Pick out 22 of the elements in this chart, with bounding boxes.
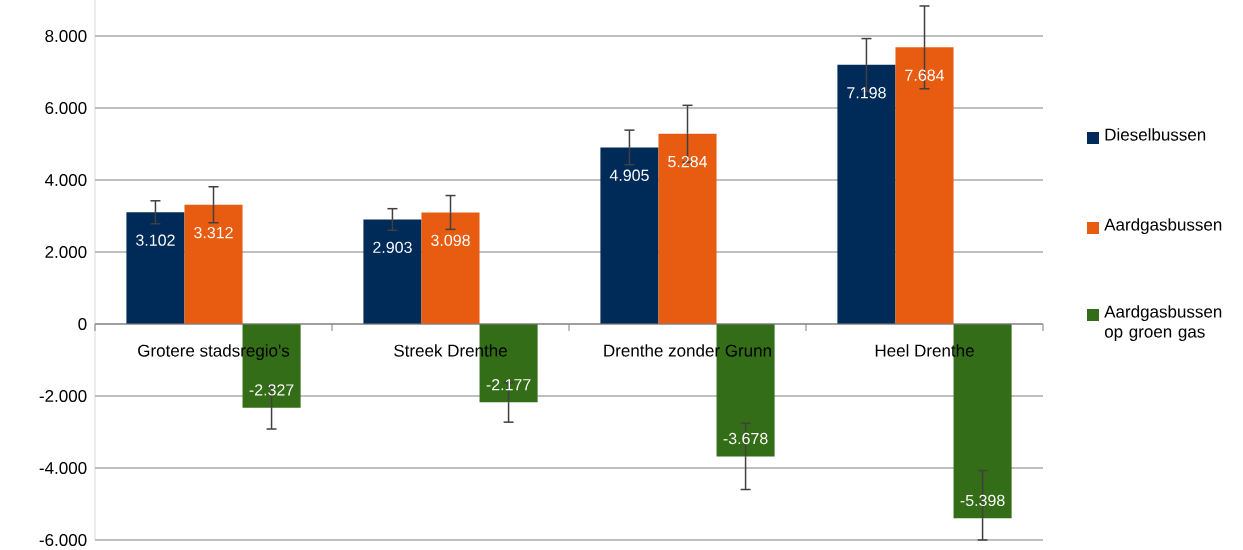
y-tick-label: 6.000 [45, 101, 87, 115]
data-label: 4.905 [609, 169, 649, 181]
data-label: 3.102 [136, 234, 175, 246]
y-tick-label: 8.000 [45, 29, 87, 43]
legend-label: Dieselbussen [1105, 128, 1206, 141]
data-label: -2.327 [249, 384, 294, 396]
y-tick-label: 4.000 [44, 173, 87, 187]
y-tick-label: -4.000 [39, 461, 87, 475]
y-tick-label: -2.000 [39, 389, 87, 403]
data-label: -5.398 [960, 494, 1005, 507]
data-label: -2.177 [486, 378, 531, 391]
data-label: 3.312 [194, 226, 233, 239]
y-tick-label: 2.000 [45, 245, 87, 259]
data-label: 3.098 [431, 234, 470, 246]
data-label: -3.678 [723, 432, 768, 445]
y-tick-label: -6.000 [39, 533, 87, 547]
data-label: 2.903 [373, 241, 412, 254]
y-tick-label: 0 [78, 317, 87, 331]
legend-label: Aardgasbussen [1104, 218, 1222, 235]
data-label: 7.198 [847, 87, 886, 99]
legend-label: Aardgasbussen op groen gas [1104, 305, 1222, 342]
data-label: 5.284 [668, 155, 708, 168]
